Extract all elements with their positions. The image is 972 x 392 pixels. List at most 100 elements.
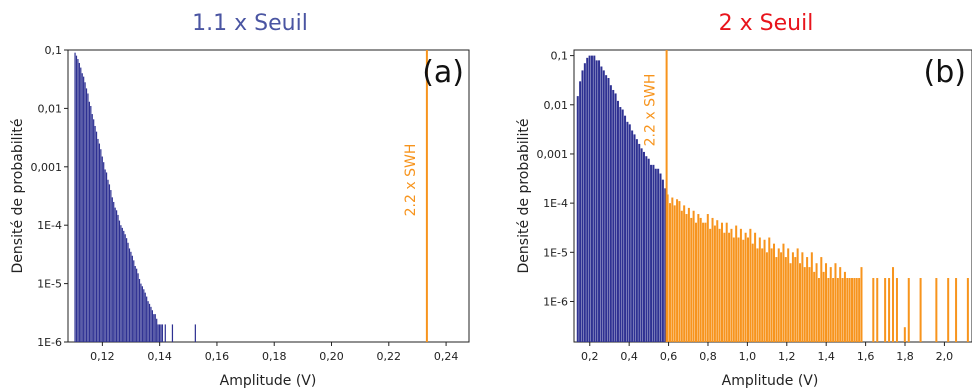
histogram-bar <box>955 278 958 342</box>
histogram-bar <box>642 151 645 342</box>
histogram-bar <box>103 162 105 342</box>
histogram-bar <box>796 248 799 342</box>
histogram-bar <box>133 260 135 342</box>
histogram-bar <box>118 220 121 342</box>
histogram-bar <box>635 139 638 342</box>
histogram-bar <box>640 148 643 342</box>
y-tick-label: 0,01 <box>544 99 569 112</box>
x-tick-label: 1,2 <box>778 350 796 363</box>
histogram-bar <box>156 318 158 342</box>
histogram-bar <box>713 225 716 342</box>
histogram-bar <box>136 268 138 342</box>
histogram-bar <box>832 278 835 342</box>
histogram-bar <box>160 324 162 342</box>
histogram-bar <box>820 257 823 342</box>
histogram-bar <box>652 164 655 342</box>
histogram-bar <box>151 310 153 342</box>
histogram-bar <box>598 60 601 343</box>
histogram-bar <box>803 267 806 342</box>
histogram-bar <box>817 278 820 342</box>
histogram-bar <box>586 57 589 342</box>
histogram-bar <box>739 228 742 342</box>
histogram-bar <box>666 194 669 342</box>
histogram-bar <box>687 207 690 342</box>
histogram-bar <box>602 70 605 342</box>
histogram-bar <box>120 225 122 342</box>
x-tick-label: 1,4 <box>817 350 835 363</box>
histogram-bar <box>154 314 156 342</box>
histogram-bar <box>111 197 113 342</box>
histogram-bar <box>661 179 664 342</box>
histogram-bar <box>150 306 152 342</box>
histogram-bar <box>605 75 608 343</box>
histogram-bar <box>97 138 99 342</box>
histogram-bar <box>657 168 660 342</box>
histogram-bar <box>754 232 757 342</box>
histogram-bar <box>822 271 825 342</box>
histogram-bar <box>709 228 712 342</box>
histogram-bar <box>127 242 129 342</box>
histogram-bar <box>153 314 155 342</box>
histogram-bar <box>113 201 115 342</box>
histogram-bar <box>876 278 879 342</box>
histogram-bar <box>678 201 681 342</box>
histogram-bar <box>619 107 622 342</box>
histogram-bar <box>638 143 641 342</box>
histogram-bar <box>737 237 740 342</box>
histogram-bar <box>673 205 676 342</box>
histogram-bar <box>888 278 891 342</box>
x-tick-label: 0,22 <box>377 350 402 363</box>
histogram-bar <box>789 263 792 342</box>
histogram-bar <box>720 222 723 342</box>
y-tick-label: 0,001 <box>31 161 63 174</box>
histogram-bar <box>146 296 148 342</box>
histogram-bar <box>725 222 728 342</box>
histogram-bar <box>600 66 603 342</box>
histogram-bar <box>935 278 938 342</box>
histogram-bar <box>94 125 96 342</box>
histogram-bar <box>735 225 738 342</box>
histogram-bar <box>782 243 785 342</box>
histogram-bar <box>699 217 702 342</box>
histogram-bar <box>813 271 816 342</box>
histogram-bar <box>728 232 731 342</box>
histogram-bar <box>128 248 131 342</box>
histogram-bar <box>115 210 118 342</box>
y-tick-label: 1E-5 <box>37 278 62 291</box>
histogram-bar <box>872 278 875 342</box>
histogram-bar <box>590 55 593 342</box>
histogram-bar <box>157 324 159 342</box>
histogram-bar <box>851 278 854 342</box>
histogram-bar <box>650 164 653 342</box>
histogram-bar <box>90 105 92 342</box>
histogram-bar <box>919 278 922 342</box>
histogram-bar <box>907 278 910 342</box>
x-tick-label: 0,2 <box>581 350 599 363</box>
histogram-bar <box>614 93 617 342</box>
y-tick-label: 1E-6 <box>37 336 62 349</box>
histogram-bar <box>711 217 714 342</box>
histogram-bar <box>947 278 950 342</box>
panel-a-plot-frame <box>67 49 470 343</box>
x-tick-label: 0,20 <box>319 350 344 363</box>
panel-b-title: 2 x Seuil <box>719 11 814 36</box>
panel-a: 1.1 x Seuil 2.2 x SWH (a) 0,1 0,01 0,001 1E… <box>10 11 470 389</box>
panel-a-x-ticks: 0,12 0,14 0,16 0,18 0,20 0,22 0,24 <box>90 342 458 363</box>
histogram-bar <box>836 278 839 342</box>
histogram-bar <box>595 60 598 343</box>
histogram-bar <box>78 62 80 343</box>
y-tick-label: 0,1 <box>551 50 569 63</box>
x-tick-label: 2,0 <box>936 350 954 363</box>
histogram-bar <box>718 228 721 342</box>
histogram-bar <box>93 119 95 342</box>
histogram-bar <box>829 267 832 342</box>
histogram-bar <box>85 88 88 343</box>
y-tick-label: 0,001 <box>537 148 569 161</box>
histogram-bar <box>810 252 813 342</box>
histogram-bar <box>744 232 747 342</box>
histogram-bar <box>75 55 78 342</box>
histogram-bar <box>134 266 136 342</box>
histogram-bar <box>124 234 126 342</box>
panel-a-bars <box>74 52 196 343</box>
